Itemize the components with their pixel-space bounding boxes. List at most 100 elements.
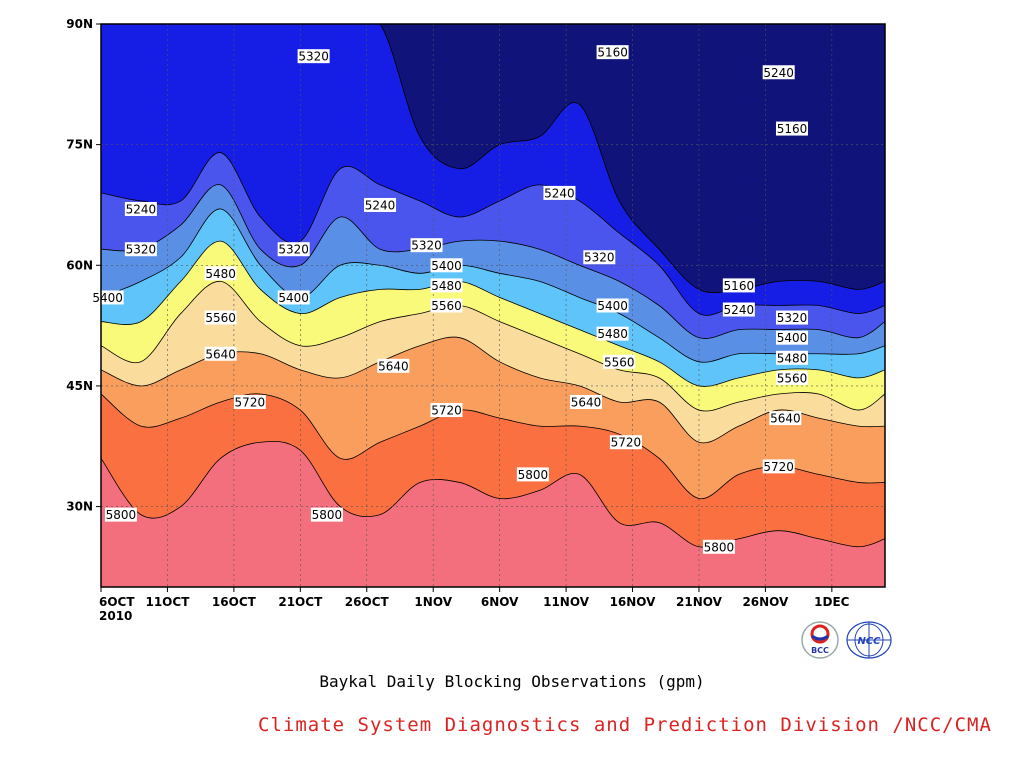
contour-label: 5400 — [596, 298, 629, 313]
contour-label-text: 5400 — [597, 299, 628, 313]
contour-label-bg — [310, 507, 343, 522]
contour-label-text: 5240 — [763, 66, 794, 80]
ncc-logo-label: NCC — [857, 636, 881, 647]
contour-label: 5640 — [769, 411, 802, 426]
contour-label: 5160 — [775, 121, 808, 136]
contour-label: 5640 — [570, 395, 603, 410]
contour-label-text: 5480 — [597, 327, 628, 341]
ncc-logo-icon: NCC — [846, 621, 892, 659]
contour-label-bg — [204, 310, 237, 325]
contour-label-text: 5640 — [205, 347, 236, 361]
contour-label-bg — [104, 507, 137, 522]
contour-label: 5400 — [775, 330, 808, 345]
contour-label-bg — [204, 266, 237, 281]
contour-label-text: 5480 — [777, 351, 808, 365]
x-tick-label: 26NOV — [742, 595, 789, 609]
contour-bands — [101, 24, 885, 587]
contour-label-bg — [124, 201, 157, 216]
contour-label: 5480 — [430, 278, 463, 293]
contour-line-5320 — [101, 184, 885, 339]
contour-label: 5240 — [364, 197, 397, 212]
contour-label-bg — [297, 49, 330, 64]
contour-label: 5560 — [775, 370, 808, 385]
x-tick-label: 6OCT — [99, 595, 135, 609]
contour-label-text: 5400 — [278, 291, 309, 305]
x-tick-label: 16OCT — [212, 595, 257, 609]
contour-label-bg — [430, 278, 463, 293]
contour-label: 5720 — [233, 395, 266, 410]
contour-label-text: 5560 — [604, 355, 635, 369]
contour-label-bg — [430, 258, 463, 273]
contour-label-text: 5800 — [312, 508, 343, 522]
contour-label-text: 5160 — [724, 279, 755, 293]
contour-label: 5560 — [430, 298, 463, 313]
contour-label: 5240 — [722, 302, 755, 317]
x-tick-label: 11OCT — [145, 595, 190, 609]
contour-label: 5320 — [277, 242, 310, 257]
contour-label-text: 5720 — [611, 436, 642, 450]
contour-label-bg — [596, 45, 629, 60]
contour-label-bg — [91, 290, 124, 305]
contour-label-bg — [775, 330, 808, 345]
contour-label-text: 5800 — [518, 468, 549, 482]
plot-frame — [100, 23, 886, 588]
contour-label: 5480 — [596, 326, 629, 341]
y-tick-label: 60N — [66, 258, 93, 272]
contour-label-text: 5160 — [597, 46, 628, 60]
contour-label-bg — [430, 298, 463, 313]
contour-label: 5320 — [775, 310, 808, 325]
y-tick-label: 75N — [66, 138, 93, 152]
contour-label-bg — [596, 298, 629, 313]
contour-label-text: 5720 — [763, 460, 794, 474]
y-tick-label: 45N — [66, 379, 93, 393]
contour-label-bg — [596, 326, 629, 341]
x-tick-label: 21NOV — [676, 595, 723, 609]
contour-label-text: 5240 — [724, 303, 755, 317]
contour-line-5560 — [101, 280, 885, 412]
x-tick-label: 1DEC — [814, 595, 850, 609]
contour-label: 5560 — [204, 310, 237, 325]
x-tick-label: 6NOV — [481, 595, 519, 609]
x-tick-label: 16NOV — [610, 595, 657, 609]
y-axis: 30N 45N 60N 75N 90N — [66, 17, 101, 514]
contour-label: 5720 — [762, 459, 795, 474]
contour-label-text: 5720 — [235, 396, 266, 410]
contour-label: 5640 — [204, 346, 237, 361]
contour-label-bg — [769, 411, 802, 426]
contour-label: 5160 — [596, 45, 629, 60]
x-tick-label: 21OCT — [278, 595, 323, 609]
contour-label-bg — [762, 459, 795, 474]
contour-label: 5400 — [91, 290, 124, 305]
contour-label-text: 5560 — [205, 311, 236, 325]
contour-label-text: 5560 — [777, 371, 808, 385]
y-tick-label: 30N — [66, 500, 93, 514]
contour-label: 5800 — [104, 507, 137, 522]
x-tick-label: 11NOV — [543, 595, 590, 609]
contour-line-5240 — [101, 152, 885, 316]
contour-label-text: 5320 — [126, 243, 157, 257]
contour-label-text: 5400 — [431, 259, 462, 273]
contour-label-bg — [233, 395, 266, 410]
contour-label: 5240 — [762, 65, 795, 80]
contour-label: 5640 — [377, 358, 410, 373]
contour-label-text: 5320 — [584, 251, 615, 265]
contour-label: 5800 — [516, 467, 549, 482]
contour-label: 5480 — [775, 350, 808, 365]
x-axis-year-label: 2010 — [99, 609, 132, 623]
contour-label-bg — [722, 302, 755, 317]
contour-label-bg — [377, 358, 410, 373]
contour-label: 5720 — [609, 435, 642, 450]
contour-label-bg — [775, 350, 808, 365]
bcc-logo-icon: BCC — [801, 621, 839, 659]
contour-label-bg — [364, 197, 397, 212]
contour-label: 5400 — [277, 290, 310, 305]
contour-label-text: 5400 — [777, 331, 808, 345]
contour-label: 5800 — [310, 507, 343, 522]
contour-label: 5320 — [410, 238, 443, 253]
band-above-5800 — [101, 441, 885, 587]
grid-lines — [101, 24, 885, 587]
contour-label: 5240 — [543, 185, 576, 200]
contour-label-bg — [204, 346, 237, 361]
contour-line-5800 — [101, 440, 885, 548]
